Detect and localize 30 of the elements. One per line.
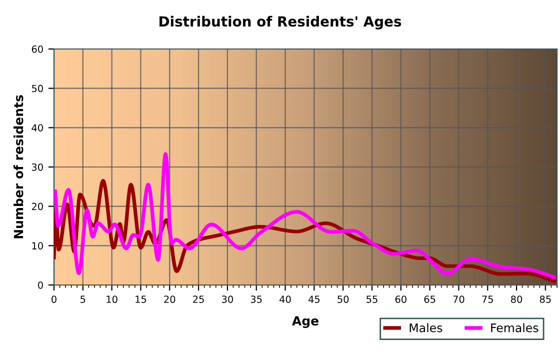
x-tick-label: 35 — [250, 296, 262, 303]
x-tick-label: 70 — [453, 296, 464, 303]
x-axis-title: Age — [292, 316, 318, 328]
x-tick-label: 40 — [280, 296, 291, 303]
y-tick-label: 40 — [32, 124, 43, 132]
y-tick-label: 20 — [32, 202, 43, 210]
y-axis-title: Number of residents — [14, 95, 24, 238]
x-tick-label: 65 — [424, 296, 436, 303]
x-tick-label: 50 — [338, 296, 349, 303]
x-tick-label: 80 — [511, 296, 522, 303]
y-tick-label: 30 — [32, 163, 43, 171]
x-tick-label: 30 — [222, 296, 233, 303]
x-tick-label: 60 — [395, 296, 406, 303]
x-tick-label: 15 — [136, 296, 146, 303]
x-tick-label: 25 — [193, 296, 204, 303]
y-tick-label: 0 — [38, 281, 43, 289]
x-tick-label: 45 — [308, 296, 320, 303]
x-tick-label: 20 — [164, 296, 176, 303]
x-tick-label: 0 — [52, 296, 56, 303]
x-tick-label: 5 — [80, 296, 86, 303]
y-tick-label: 60 — [32, 45, 43, 53]
x-tick-label: 55 — [366, 296, 378, 303]
x-tick-label: 10 — [106, 296, 118, 303]
x-tick-label: 75 — [482, 296, 493, 303]
y-tick-label: 10 — [32, 242, 43, 250]
x-tick-label: 85 — [540, 296, 551, 303]
chart-title: Distribution of Residents' Ages — [160, 16, 402, 30]
y-tick-label: 50 — [32, 84, 43, 92]
legend-label: Males — [410, 323, 442, 332]
legend-label: Females — [491, 323, 538, 332]
